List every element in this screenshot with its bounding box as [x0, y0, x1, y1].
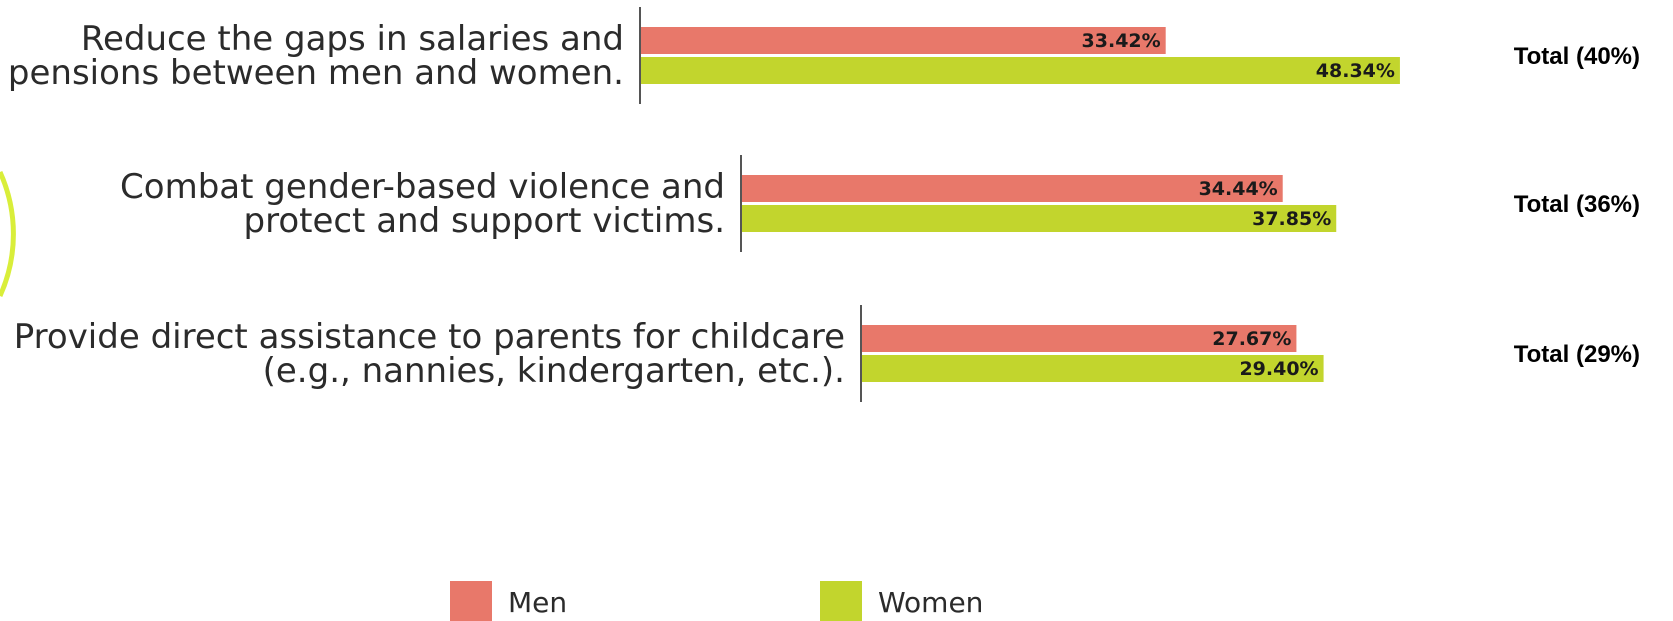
- bar-men: [742, 175, 1283, 202]
- bar-group: Combat gender-based violence andprotect …: [120, 155, 1640, 252]
- bar-women: [742, 205, 1337, 232]
- bar-women: [862, 355, 1324, 382]
- category-label: pensions between men and women.: [8, 53, 624, 93]
- bar-men: [641, 27, 1166, 54]
- value-label: 27.67%: [1212, 328, 1291, 350]
- legend-label: Men: [508, 586, 567, 619]
- value-label: 34.44%: [1199, 178, 1278, 200]
- value-label: 48.34%: [1316, 60, 1395, 82]
- value-label: 37.85%: [1252, 208, 1331, 230]
- total-label: Total (40%): [1514, 43, 1640, 70]
- category-label: Combat gender-based violence and: [120, 167, 725, 207]
- category-label: Reduce the gaps in salaries and: [81, 19, 624, 59]
- legend-label: Women: [878, 586, 983, 619]
- category-label: (e.g., nannies, kindergarten, etc.).: [263, 351, 845, 391]
- legend-swatch-men: [450, 581, 492, 621]
- category-label: protect and support victims.: [244, 201, 726, 241]
- legend-swatch-women: [820, 581, 862, 621]
- value-label: 33.42%: [1082, 30, 1161, 52]
- bar-women: [641, 57, 1400, 84]
- total-label: Total (29%): [1514, 341, 1640, 368]
- decorative-circle-edge: [0, 170, 16, 298]
- bar-men: [862, 325, 1297, 352]
- legend: Men Women: [450, 581, 983, 621]
- bar-group: Provide direct assistance to parents for…: [14, 305, 1640, 402]
- value-label: 29.40%: [1239, 358, 1318, 380]
- total-label: Total (36%): [1514, 191, 1640, 218]
- bar-group: Reduce the gaps in salaries andpensions …: [8, 7, 1640, 104]
- category-label: Provide direct assistance to parents for…: [14, 317, 845, 357]
